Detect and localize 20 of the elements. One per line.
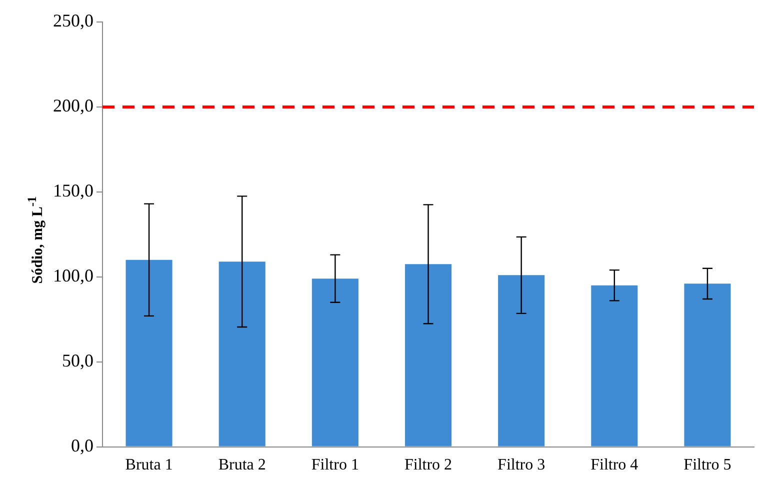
bar — [312, 278, 358, 446]
x-tick-label: Bruta 2 — [218, 456, 266, 474]
y-tick-label: 200,0 — [53, 96, 94, 116]
y-tick-label: 250,0 — [53, 10, 94, 31]
bar — [498, 275, 545, 446]
y-tick-label: 100,0 — [53, 266, 94, 286]
bar — [404, 264, 452, 446]
y-tick-label: 150,0 — [53, 180, 94, 201]
x-tick-label: Filtro 5 — [684, 456, 732, 474]
bar — [218, 262, 266, 446]
x-tick-label: Bruta 1 — [125, 456, 173, 474]
x-tick-label: Filtro 4 — [590, 456, 638, 474]
y-tick-label: 0,0 — [71, 436, 94, 456]
x-tick-label: Filtro 1 — [311, 456, 359, 474]
x-tick-label: Filtro 2 — [404, 456, 452, 474]
bar — [126, 260, 172, 446]
bar — [591, 285, 638, 446]
y-tick-label: 50,0 — [62, 350, 94, 371]
x-tick-label: Filtro 3 — [498, 456, 546, 474]
bar — [684, 284, 731, 446]
